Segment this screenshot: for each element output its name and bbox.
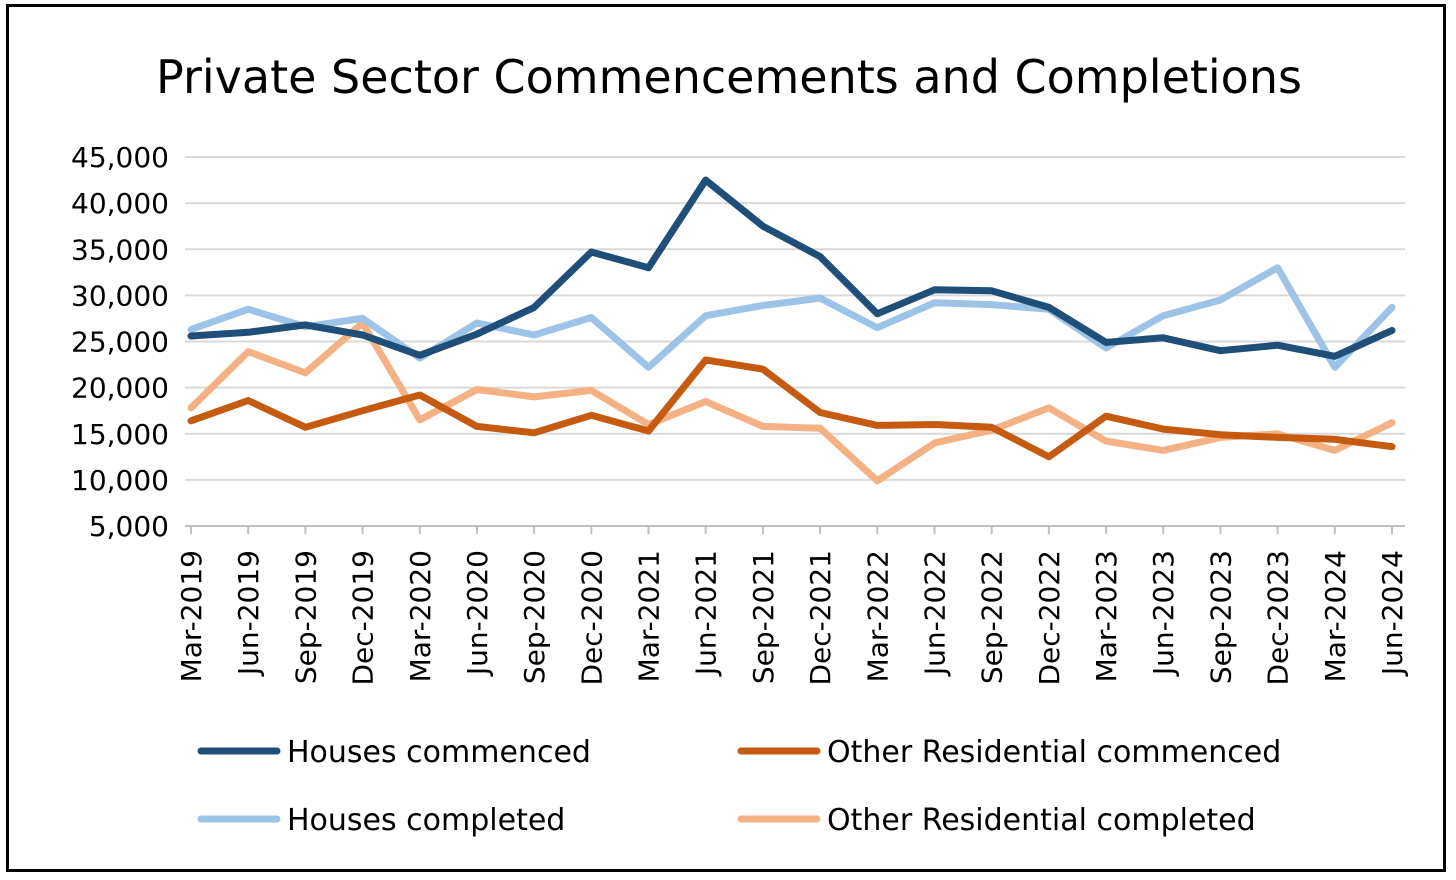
x-tick-label: Jun-2021 bbox=[690, 550, 723, 677]
y-tick-label: 40,000 bbox=[71, 187, 169, 220]
y-tick-label: 20,000 bbox=[71, 372, 169, 405]
x-tick-label: Mar-2019 bbox=[175, 550, 208, 682]
x-tick-label: Sep-2023 bbox=[1204, 550, 1237, 684]
x-tick-label: Sep-2021 bbox=[747, 550, 780, 684]
x-axis-ticks: Mar-2019 Jun-2019 Sep-2019 Dec-2019 Mar-2020… bbox=[175, 550, 1409, 686]
y-tick-label: 25,000 bbox=[71, 326, 169, 359]
x-tick-label: Mar-2020 bbox=[404, 550, 437, 682]
x-tick-label: Mar-2021 bbox=[633, 550, 666, 682]
series-line-3 bbox=[187, 319, 1396, 485]
x-tick-label: Mar-2022 bbox=[861, 550, 894, 682]
legend-label: Houses commenced bbox=[287, 735, 591, 770]
x-axis bbox=[185, 525, 1405, 534]
legend: Houses commenced Other Residential commen… bbox=[197, 735, 1281, 838]
legend-item: Other Residential commenced bbox=[737, 735, 1281, 770]
y-axis-ticks: 5,000 10,000 15,000 20,000 25,000 30,000 35,00… bbox=[71, 141, 169, 543]
chart-title: Private Sector Commencements and Complet… bbox=[156, 50, 1302, 104]
legend-label: Houses completed bbox=[287, 803, 565, 838]
x-tick-label: Dec-2020 bbox=[575, 550, 608, 686]
x-tick-label: Jun-2019 bbox=[232, 550, 265, 677]
y-tick-label: 10,000 bbox=[71, 464, 169, 497]
y-tick-label: 5,000 bbox=[89, 510, 169, 543]
y-tick-label: 45,000 bbox=[71, 141, 169, 174]
x-tick-label: Jun-2022 bbox=[918, 550, 951, 677]
x-tick-label: Jun-2023 bbox=[1147, 550, 1180, 677]
chart-frame: Private Sector Commencements and Complet… bbox=[6, 4, 1446, 872]
x-tick-label: Dec-2021 bbox=[804, 550, 837, 686]
series-line-1 bbox=[187, 356, 1396, 461]
x-tick-label: Jun-2024 bbox=[1376, 550, 1409, 677]
series-line-2 bbox=[187, 264, 1396, 371]
series-line-0 bbox=[187, 176, 1396, 360]
legend-item: Houses commenced bbox=[197, 735, 591, 770]
x-tick-label: Mar-2023 bbox=[1090, 550, 1123, 682]
x-tick-label: Dec-2023 bbox=[1262, 550, 1295, 686]
series-lines bbox=[187, 176, 1396, 485]
legend-label: Other Residential completed bbox=[827, 803, 1256, 838]
x-tick-label: Jun-2020 bbox=[461, 550, 494, 677]
legend-label: Other Residential commenced bbox=[827, 735, 1281, 770]
legend-item: Other Residential completed bbox=[737, 803, 1256, 838]
x-tick-label: Sep-2019 bbox=[289, 550, 322, 684]
y-tick-label: 15,000 bbox=[71, 418, 169, 451]
legend-item: Houses completed bbox=[197, 803, 565, 838]
y-tick-label: 30,000 bbox=[71, 279, 169, 312]
x-tick-label: Sep-2022 bbox=[976, 550, 1009, 684]
y-tick-label: 35,000 bbox=[71, 233, 169, 266]
x-tick-label: Dec-2022 bbox=[1033, 550, 1066, 686]
x-tick-label: Mar-2024 bbox=[1319, 550, 1352, 682]
x-tick-label: Dec-2019 bbox=[347, 550, 380, 686]
x-tick-label: Sep-2020 bbox=[518, 550, 551, 684]
line-chart: Private Sector Commencements and Complet… bbox=[71, 50, 1409, 838]
